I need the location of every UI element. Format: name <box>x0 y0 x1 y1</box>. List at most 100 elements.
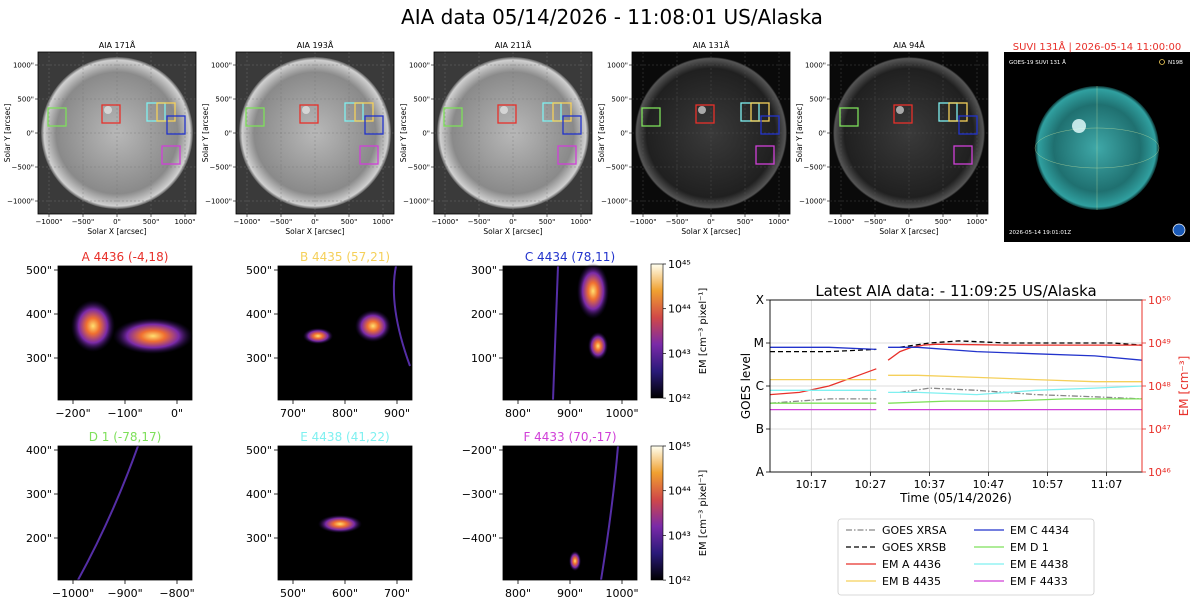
x-tick-label: −500" <box>864 218 886 226</box>
em-map-title: F 4433 (70,-17) <box>523 430 616 444</box>
x-tick-label: 500" <box>737 218 754 226</box>
x-tick-label: 0" <box>905 218 913 226</box>
y-tick-label: 0" <box>422 130 430 138</box>
em-map-grid: A 4436 (-4,18)−200" −100" 0"500"400"300"B … <box>26 250 639 600</box>
colorbar-tick-label: 10⁴⁴ <box>668 485 691 498</box>
legend-label: EM C 4434 <box>1010 524 1069 537</box>
suvi-panel-title: SUVI 131Å | 2026-05-14 11:00:00 <box>1013 40 1182 53</box>
em-colorbar: 10⁴⁵ 10⁴⁴ 10⁴³ 10⁴² EM [cm⁻³ pixel⁻¹] <box>650 440 709 587</box>
em-emission-feature <box>577 263 609 319</box>
x-tick-label: −1000" <box>828 218 855 226</box>
legend-label: EM E 4438 <box>1010 558 1068 571</box>
active-region-spot <box>104 106 112 114</box>
y-tick-label: −1000" <box>7 198 34 206</box>
colorbar-label: EM [cm⁻³ pixel⁻¹] <box>698 470 709 557</box>
suvi-panel: GOES-19 SUVI 131 Å N19B 2026-05-14 19:01:0… <box>1004 40 1190 242</box>
em-emission-feature <box>113 318 193 354</box>
y-tick-label: 200" <box>26 532 52 545</box>
y-axis-label: Solar Y [arcsec] <box>201 104 210 163</box>
aia-panel-title: AIA 94Å <box>893 39 925 50</box>
y-tick-label: 1000" <box>607 62 628 70</box>
legend-label: GOES XRSB <box>882 541 946 554</box>
region-box-D <box>245 107 265 127</box>
x-axis-label: Solar X [arcsec] <box>483 227 542 236</box>
left-tick-label: A <box>756 465 765 479</box>
suvi-image-group: GOES-19 SUVI 131 Å N19B 2026-05-14 19:01:0… <box>1004 52 1190 242</box>
em-map-background <box>503 266 637 400</box>
y-axis-label: Solar Y [arcsec] <box>597 104 606 163</box>
y-tick-label: 0" <box>26 130 34 138</box>
region-box-D <box>641 107 661 127</box>
x-tick-label: 700" <box>280 407 306 420</box>
y-tick-label: 0" <box>620 130 628 138</box>
colorbar-tick-label: 10⁴⁵ <box>668 440 691 453</box>
y-tick-label: 1000" <box>13 62 34 70</box>
region-box-A <box>695 104 715 124</box>
figure-title: AIA data 05/14/2026 - 11:08:01 US/Alaska <box>401 5 823 29</box>
y-tick-label: −1000" <box>403 198 430 206</box>
em-map-title: E 4438 (41,22) <box>300 430 389 444</box>
x-tick-label: −500" <box>72 218 94 226</box>
series-line-C <box>770 346 877 351</box>
y-tick-label: −1000" <box>601 198 628 206</box>
x-tick-label: 1000" <box>966 218 987 226</box>
region-box-D <box>839 107 859 127</box>
y-tick-label: 500" <box>413 96 430 104</box>
series-line-A <box>887 343 1142 361</box>
x-tick-label: 10:37 <box>914 478 946 491</box>
active-region-spot <box>896 106 904 114</box>
noaa-logo <box>1172 223 1186 237</box>
x-tick-label: −500" <box>666 218 688 226</box>
aia-panel-title: AIA 193Å <box>297 39 334 50</box>
em-emission-feature <box>71 300 115 352</box>
region-box-C <box>364 115 384 135</box>
x-tick-label: 10:47 <box>973 478 1005 491</box>
aia-panel: AIA 171Å −1000" −500" 0" 500" 1000" 1000" 500" 0… <box>3 39 197 236</box>
x-tick-label: 600" <box>332 587 358 600</box>
em-map-title: C 4434 (78,11) <box>525 250 615 264</box>
x-tick-label: −1000" <box>630 218 657 226</box>
region-box-F <box>359 145 379 165</box>
right-tick-label: 10⁴⁷ <box>1148 423 1171 436</box>
x-tick-label: 500" <box>280 587 306 600</box>
em-map-panel: E 4438 (41,22) 500" 600" 700" 500" 400" 300" <box>246 430 413 600</box>
x-tick-label: 0" <box>707 218 715 226</box>
region-box-B <box>750 102 770 122</box>
x-tick-label: −900" <box>107 587 142 600</box>
em-emission-feature <box>303 328 333 344</box>
em-colorbar: 10⁴⁵ 10⁴⁴ 10⁴³ 10⁴² EM [cm⁻³ pixel⁻¹] <box>650 258 709 405</box>
legend-label: EM F 4433 <box>1010 575 1068 588</box>
y-tick-label: 400" <box>26 308 52 321</box>
colorbar-tick-label: 10⁴² <box>668 574 691 587</box>
em-map-background <box>58 446 192 580</box>
series-line-A <box>769 368 877 396</box>
suvi-legend-label: N19B <box>1168 60 1183 66</box>
y-tick-label: −1000" <box>205 198 232 206</box>
y-tick-label: −500" <box>210 164 232 172</box>
y-tick-label: 0" <box>818 130 826 138</box>
y-tick-label: 400" <box>246 308 272 321</box>
x-tick-label: 0" <box>311 218 319 226</box>
y-tick-label: 300" <box>471 264 497 277</box>
em-emission-loop <box>77 445 139 581</box>
x-tick-label: −1000" <box>36 218 63 226</box>
region-box-C <box>958 115 978 135</box>
y-tick-label: −1000" <box>799 198 826 206</box>
legend-label: EM A 4436 <box>882 558 941 571</box>
series-line-C <box>888 346 1143 361</box>
em-map-panel: B 4435 (57,21) 700" 800" 900" 500" 400" 300" <box>246 250 413 420</box>
y-tick-label: 300" <box>246 532 272 545</box>
series-line-D <box>888 398 1142 404</box>
region-box-E <box>146 102 166 122</box>
x-tick-label: 500" <box>935 218 952 226</box>
y-tick-label: 500" <box>26 264 52 277</box>
y-tick-label: 500" <box>611 96 628 104</box>
right-tick-label: 10⁴⁸ <box>1148 380 1171 393</box>
series-line-E <box>888 385 1143 396</box>
y-tick-label: 500" <box>246 264 272 277</box>
x-tick-label: 1000" <box>605 587 638 600</box>
aia-panel-title: AIA 211Å <box>495 39 532 50</box>
y-tick-label: −300" <box>462 488 497 501</box>
x-tick-label: 1000" <box>372 218 393 226</box>
